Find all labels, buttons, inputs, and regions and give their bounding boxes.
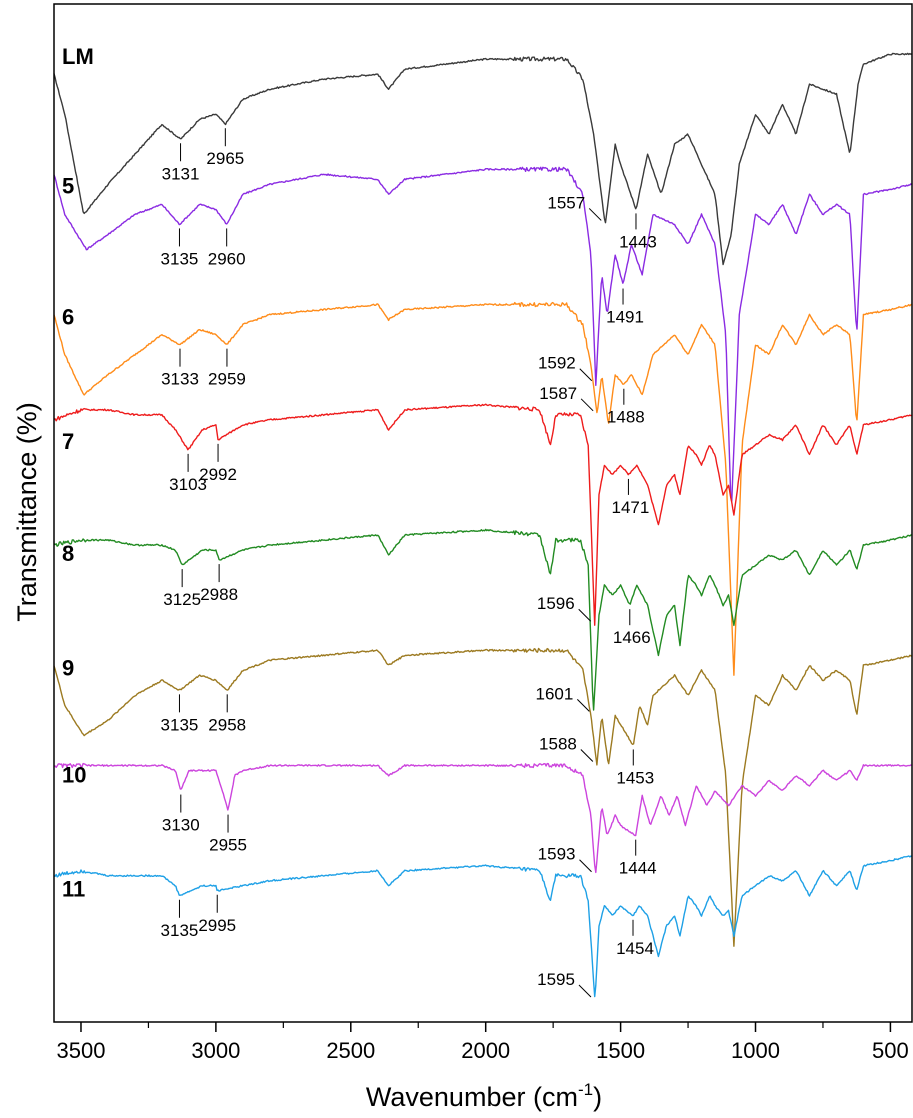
series-line-5: [53, 166, 913, 502]
peak-label-7-1471: 1471: [612, 498, 650, 517]
peak-leader-LM-1557: [588, 208, 602, 221]
peak-leader-8-1601: [576, 699, 590, 712]
peak-label-11-3135: 3135: [161, 921, 199, 940]
peak-leader-5-1592: [579, 368, 593, 382]
series-line-6: [53, 301, 913, 676]
peak-label-8-1466: 1466: [613, 628, 651, 647]
peak-leader-11-1595: [578, 984, 592, 998]
series-line-10: [53, 762, 913, 874]
peak-label-11-2995: 2995: [198, 916, 236, 935]
peak-label-9-2958: 2958: [208, 715, 246, 734]
peak-label-LM-1557: 1557: [547, 193, 585, 212]
peak-label-11-1595: 1595: [537, 970, 575, 989]
x-tick-label-2500: 2500: [326, 1038, 375, 1063]
series-line-7: [53, 403, 913, 626]
series-label-6: 6: [62, 305, 74, 330]
peak-label-8-3125: 3125: [163, 590, 201, 609]
peak-label-7-1596: 1596: [537, 594, 575, 613]
peak-label-9-1453: 1453: [616, 768, 654, 787]
series-label-5: 5: [62, 173, 74, 198]
peak-label-10-3130: 3130: [162, 816, 200, 835]
series-line-LM: [53, 52, 913, 266]
series-label-11: 11: [62, 877, 85, 902]
x-axis: 3500 3000 2500 2000 1500 1000 500: [57, 1022, 909, 1063]
x-axis-title: Wavenumber (cm-1): [366, 1080, 602, 1112]
peak-label-10-2955: 2955: [209, 836, 247, 855]
peak-label-8-2988: 2988: [200, 585, 238, 604]
x-tick-label-1000: 1000: [731, 1038, 780, 1063]
series-layer: [53, 52, 913, 998]
x-axis-title-superscript: -1: [578, 1080, 593, 1099]
peak-label-LM-2965: 2965: [206, 149, 244, 168]
peak-label-5-1491: 1491: [606, 308, 644, 327]
peak-label-7-3103: 3103: [169, 475, 207, 494]
x-tick-label-500: 500: [872, 1038, 909, 1063]
series-label-8: 8: [62, 541, 74, 566]
peak-label-11-1454: 1454: [616, 939, 654, 958]
x-tick-label-3000: 3000: [191, 1038, 240, 1063]
peak-leader-6-1587: [580, 398, 594, 412]
peak-label-LM-1443: 1443: [619, 232, 657, 251]
peak-label-6-3133: 3133: [161, 370, 199, 389]
peak-label-9-1588: 1588: [539, 735, 577, 754]
peak-label-6-2959: 2959: [208, 370, 246, 389]
x-tick-label-3500: 3500: [57, 1038, 106, 1063]
x-tick-label-2000: 2000: [461, 1038, 510, 1063]
series-label-7: 7: [62, 429, 74, 454]
peak-label-LM-3131: 3131: [162, 164, 200, 183]
x-axis-title-text: Wavenumber (cm: [366, 1082, 578, 1112]
annotation-layer: LM 5 6 7 8 9 10 11 3131 2965 1557 1443 3135 2960 1592 1…: [62, 44, 657, 998]
series-line-8: [53, 528, 913, 711]
peak-label-6-1488: 1488: [607, 408, 645, 427]
plot-frame: [53, 3, 913, 1023]
series-label-9: 9: [62, 655, 74, 680]
peak-leader-10-1593: [579, 859, 592, 873]
y-axis-title: Transmittance (%): [12, 402, 42, 622]
peak-label-5-1592: 1592: [538, 354, 576, 373]
series-line-11: [53, 855, 913, 998]
series-line-9: [53, 647, 912, 947]
peak-label-10-1444: 1444: [619, 859, 657, 878]
peak-label-10-1593: 1593: [538, 845, 576, 864]
peak-label-5-3135: 3135: [161, 249, 199, 268]
peak-label-5-2960: 2960: [208, 249, 246, 268]
peak-label-9-3135: 3135: [161, 715, 199, 734]
peak-leader-9-1588: [580, 749, 594, 762]
peak-label-8-1601: 1601: [536, 684, 574, 703]
series-label-10: 10: [62, 763, 86, 788]
series-label-LM: LM: [62, 44, 94, 69]
x-tick-label-1500: 1500: [596, 1038, 645, 1063]
peak-label-7-2992: 2992: [199, 465, 237, 484]
x-axis-title-close: ): [593, 1082, 602, 1112]
peak-label-6-1587: 1587: [539, 384, 577, 403]
peak-leader-7-1596: [578, 608, 592, 622]
